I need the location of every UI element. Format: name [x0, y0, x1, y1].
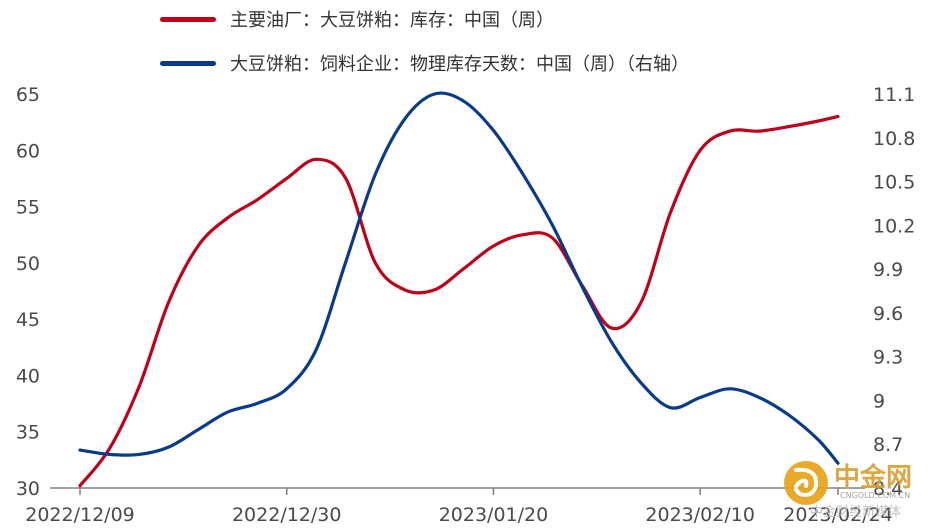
watermark-tagline: 中金财经新媒体: [810, 504, 901, 520]
x-tick-label-1: 2022/12/30: [232, 504, 342, 526]
legend-item-0: 主要油厂：大豆饼粕：库存：中国（周）: [160, 6, 554, 32]
series-layer: [78, 91, 840, 488]
legend-swatch-1: [160, 60, 216, 66]
y-left-tick-label-6: 60: [16, 140, 40, 162]
y-left-tick-label-5: 55: [16, 197, 40, 219]
y-right-tick-label-7: 10.5: [873, 172, 915, 194]
y-right-tick-label-3: 9.3: [873, 347, 903, 369]
y-left-tick-label-7: 65: [16, 84, 40, 106]
y-right-tick-label-9: 11.1: [873, 84, 915, 106]
watermark-logo-swirl-icon: [794, 467, 819, 497]
y-left-tick-label-0: 30: [16, 478, 40, 500]
y-right-tick-label-1: 8.7: [873, 434, 903, 456]
y-right-tick-label-8: 10.8: [873, 128, 915, 150]
legend-label-1: 大豆饼粕：饲料企业：物理库存天数：中国（周）（右轴）: [230, 54, 689, 75]
x-axis-ticks: 2022/12/09 2022/12/30 2023/01/20 2023/02/10…: [25, 488, 893, 526]
legend-swatch-0: [160, 16, 216, 22]
legend-label-0: 主要油厂：大豆饼粕：库存：中国（周）: [230, 10, 554, 31]
y-right-tick-label-2: 9: [873, 390, 885, 412]
watermark: 中金网 CNGOLD.COM.CN 中金财经新媒体: [784, 461, 912, 520]
series-line-1: [78, 91, 840, 465]
y-left-tick-label-1: 35: [16, 422, 40, 444]
y-right-tick-label-6: 10.2: [873, 215, 915, 237]
y-left-tick-label-3: 45: [16, 309, 40, 331]
x-tick-label-0: 2022/12/09: [25, 504, 135, 526]
x-tick-label-2: 2023/01/20: [439, 504, 549, 526]
watermark-brand: 中金网: [834, 462, 912, 493]
y-left-tick-label-4: 50: [16, 253, 40, 275]
y-left-tick-label-2: 40: [16, 365, 40, 387]
series-line-0: [78, 114, 840, 488]
x-tick-label-3: 2023/02/10: [645, 504, 755, 526]
y-right-axis-ticks: 8.4 8.7 9 9.3 9.6 9.9 10.2 10.5 10.8 11.1: [873, 84, 915, 500]
watermark-domain: CNGOLD.COM.CN: [840, 491, 910, 500]
y-right-tick-label-0: 8.4: [873, 478, 903, 500]
y-right-tick-label-4: 9.6: [873, 303, 903, 325]
y-left-axis-ticks: 30 35 40 45 50 55 60 65: [16, 84, 40, 500]
x-tick-label-4: 2023/02/24: [783, 504, 893, 526]
legend-item-1: 大豆饼粕：饲料企业：物理库存天数：中国（周）（右轴）: [160, 50, 689, 76]
y-right-tick-label-5: 9.9: [873, 259, 903, 281]
